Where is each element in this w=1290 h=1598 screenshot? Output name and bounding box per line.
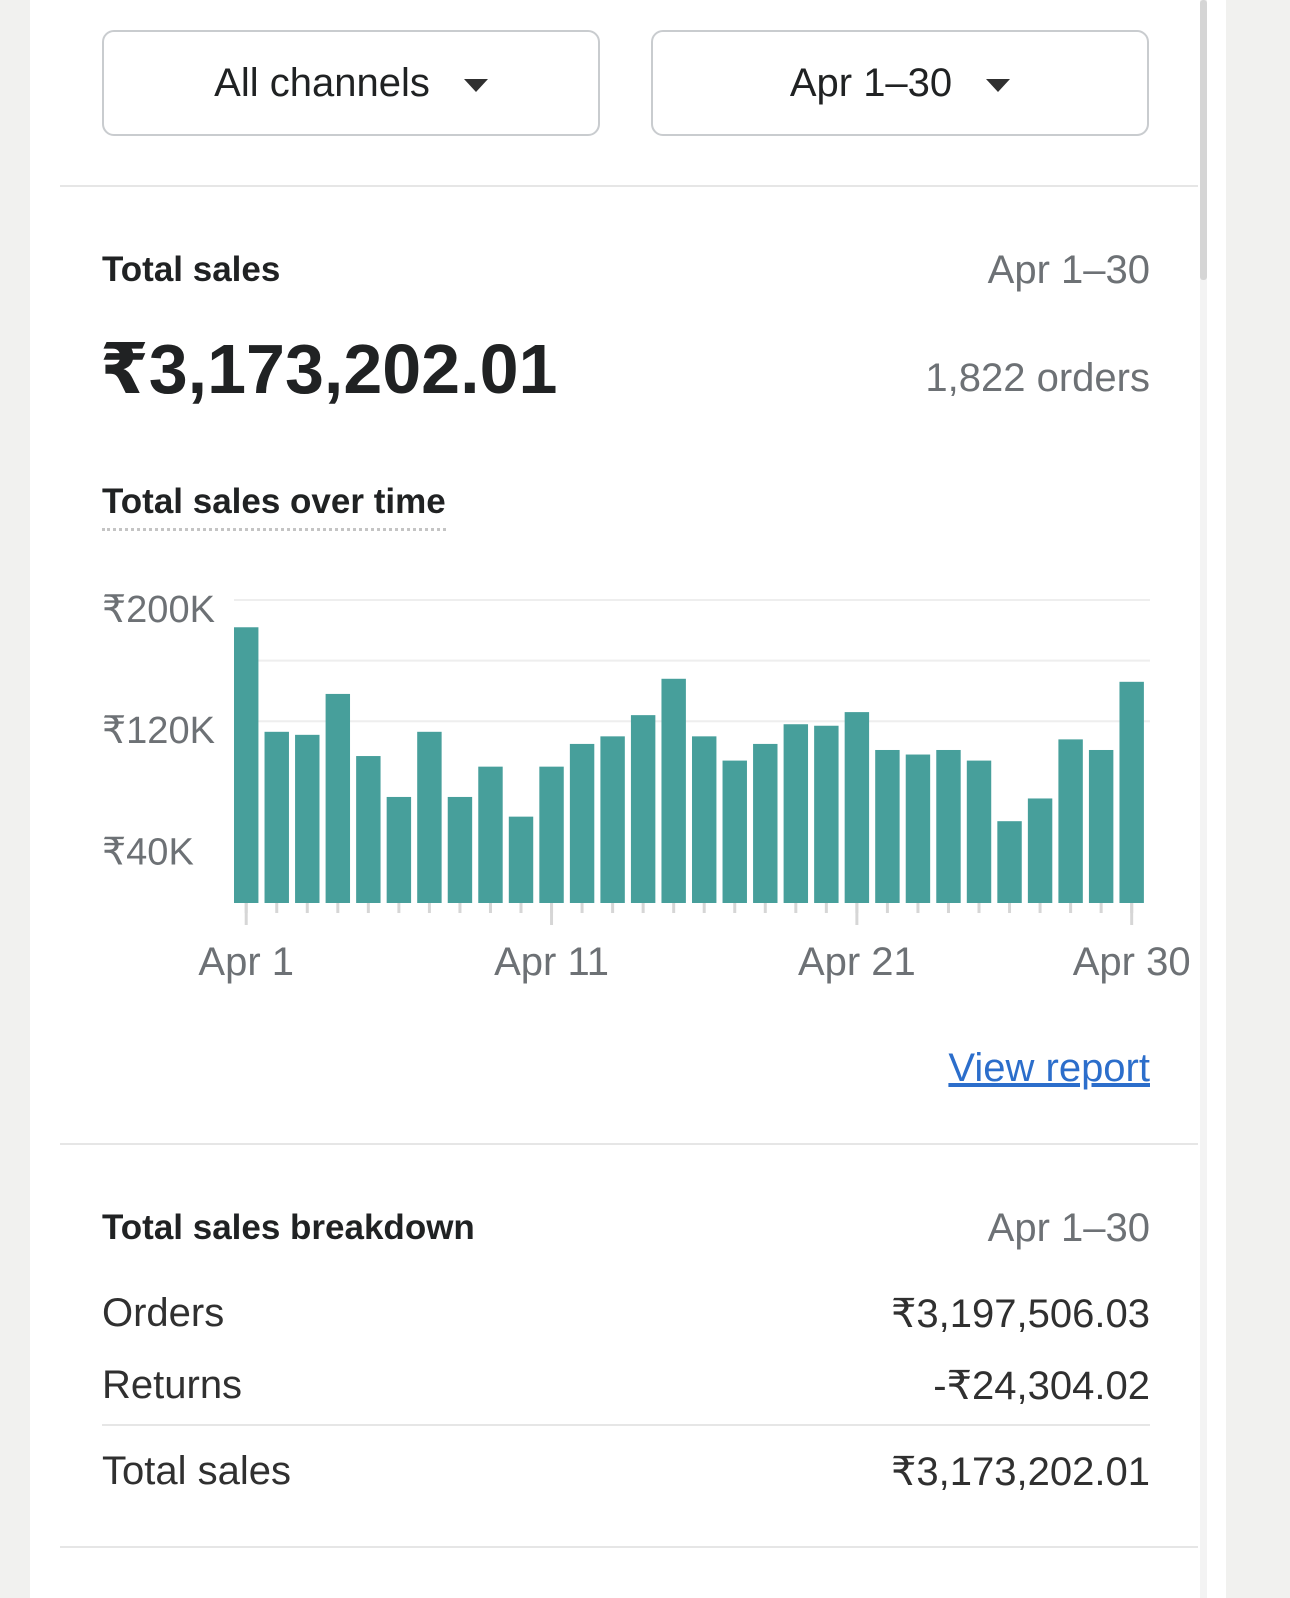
total-sales-title: Total sales [102, 250, 281, 289]
total-sales-amount: ₹3,173,202.01 [100, 330, 558, 408]
orders-count: 1,822 orders [925, 356, 1150, 400]
date-range-dropdown[interactable]: Apr 1–30 [651, 30, 1149, 136]
breakdown-total-divider [102, 1424, 1150, 1426]
chart-bar [417, 731, 442, 903]
chart-bar [569, 743, 595, 903]
chart-y-tick-label: ₹200K [102, 589, 215, 631]
chart-title[interactable]: Total sales over time [102, 482, 446, 531]
chart-y-tick-label: ₹120K [102, 710, 215, 752]
chart-bar [1027, 798, 1053, 903]
chart-x-tick-label: Apr 30 [1073, 940, 1191, 984]
chart-x-tick-label: Apr 1 [198, 940, 294, 984]
divider [60, 1143, 1198, 1145]
chart-bar [508, 816, 534, 903]
chart-bar [447, 796, 473, 903]
chart-bar [630, 715, 656, 903]
chart-bar [783, 724, 809, 903]
breakdown-row-label-returns: Returns [102, 1363, 243, 1407]
chart-bar [264, 731, 289, 903]
chart-bar [692, 736, 717, 903]
chart-y-tick-label: ₹40K [102, 831, 194, 873]
sales-panel [30, 0, 1226, 1598]
date-range-label: Apr 1–30 [789, 60, 953, 105]
caret-down-icon [463, 78, 488, 92]
breakdown-row-label-orders: Orders [102, 1291, 225, 1335]
chart-bar [753, 743, 778, 903]
view-report-link[interactable]: View report [948, 1046, 1150, 1090]
chart-bar [997, 821, 1022, 903]
channel-filter-dropdown[interactable]: All channels [102, 30, 600, 136]
chart-bar [356, 756, 381, 903]
chart-bar [234, 627, 259, 903]
chart-bar [539, 766, 564, 903]
chart-bar [722, 760, 747, 903]
divider [60, 1546, 1198, 1548]
chart-bar [295, 734, 320, 903]
chart-bar [814, 725, 839, 903]
chart-bar [478, 766, 503, 903]
chart-bar [1088, 749, 1114, 903]
breakdown-title: Total sales breakdown [102, 1208, 475, 1247]
chart-bar [325, 693, 351, 903]
chart-bar [600, 736, 625, 903]
chart-bar [386, 796, 412, 903]
breakdown-total-label: Total sales [102, 1449, 291, 1493]
chart-bar [1058, 739, 1083, 903]
chart-bar [966, 760, 992, 903]
chart-bar [661, 678, 686, 903]
chart-bar [875, 749, 900, 903]
breakdown-total-value: ₹3,173,202.01 [890, 1450, 1150, 1494]
breakdown-date-range: Apr 1–30 [987, 1206, 1150, 1250]
scrollbar[interactable] [1200, 0, 1207, 1598]
chart-bar [1119, 681, 1144, 903]
chart-bar [905, 754, 931, 903]
divider [60, 185, 1198, 187]
chart-x-tick-label: Apr 21 [798, 940, 916, 984]
chart-bar [844, 712, 870, 903]
chart-x-tick-label: Apr 11 [494, 940, 609, 984]
breakdown-row-value-orders: ₹3,197,506.03 [890, 1292, 1150, 1336]
chart-bar [936, 749, 961, 903]
summary-date-range: Apr 1–30 [987, 248, 1150, 292]
breakdown-row-value-returns: -₹24,304.02 [933, 1364, 1150, 1408]
caret-down-icon [986, 78, 1011, 92]
scrollbar-thumb[interactable] [1200, 0, 1207, 280]
channel-filter-label: All channels [214, 60, 430, 105]
